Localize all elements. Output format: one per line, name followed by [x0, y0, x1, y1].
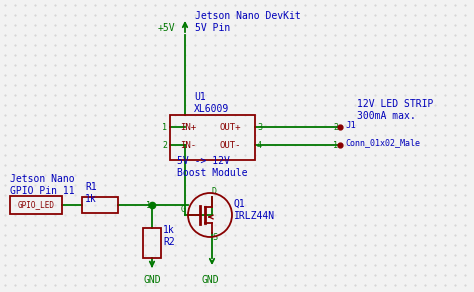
Text: GND: GND — [201, 275, 219, 285]
Text: R1
1k: R1 1k — [85, 182, 97, 204]
Text: 1: 1 — [162, 123, 167, 131]
Text: Jetson Nano DevKit
5V Pin: Jetson Nano DevKit 5V Pin — [195, 11, 301, 33]
Text: GND: GND — [143, 275, 161, 285]
Text: 1: 1 — [333, 140, 338, 150]
Text: Conn_01x02_Male: Conn_01x02_Male — [345, 138, 420, 147]
Text: Jetson Nano
GPIO Pin 11: Jetson Nano GPIO Pin 11 — [10, 174, 74, 196]
Text: 12V LED STRIP
300mA max.: 12V LED STRIP 300mA max. — [357, 99, 433, 121]
Text: 3: 3 — [257, 123, 262, 131]
Bar — [10, 196, 62, 214]
Text: 1k
R2: 1k R2 — [163, 225, 175, 247]
Bar — [170, 115, 255, 160]
Text: IN-: IN- — [180, 140, 196, 150]
Text: G: G — [181, 206, 186, 215]
Text: 2: 2 — [162, 140, 167, 150]
Text: OUT-: OUT- — [220, 140, 241, 150]
Text: 5V -> 12V
Boost Module: 5V -> 12V Boost Module — [177, 156, 247, 178]
Text: J1: J1 — [345, 121, 356, 129]
Text: 2: 2 — [333, 123, 338, 131]
Text: Q1
IRLZ44N: Q1 IRLZ44N — [234, 199, 275, 221]
Text: S: S — [212, 234, 217, 242]
Text: OUT+: OUT+ — [220, 123, 241, 131]
Text: D: D — [212, 187, 217, 196]
Text: GPIO_LED: GPIO_LED — [18, 201, 55, 209]
Text: 4: 4 — [257, 140, 262, 150]
Text: U1
XL6009: U1 XL6009 — [194, 92, 229, 114]
Text: IN+: IN+ — [180, 123, 196, 131]
Text: 1: 1 — [146, 201, 151, 209]
Bar — [143, 228, 161, 258]
Text: +5V: +5V — [157, 23, 175, 33]
Bar — [82, 197, 118, 213]
